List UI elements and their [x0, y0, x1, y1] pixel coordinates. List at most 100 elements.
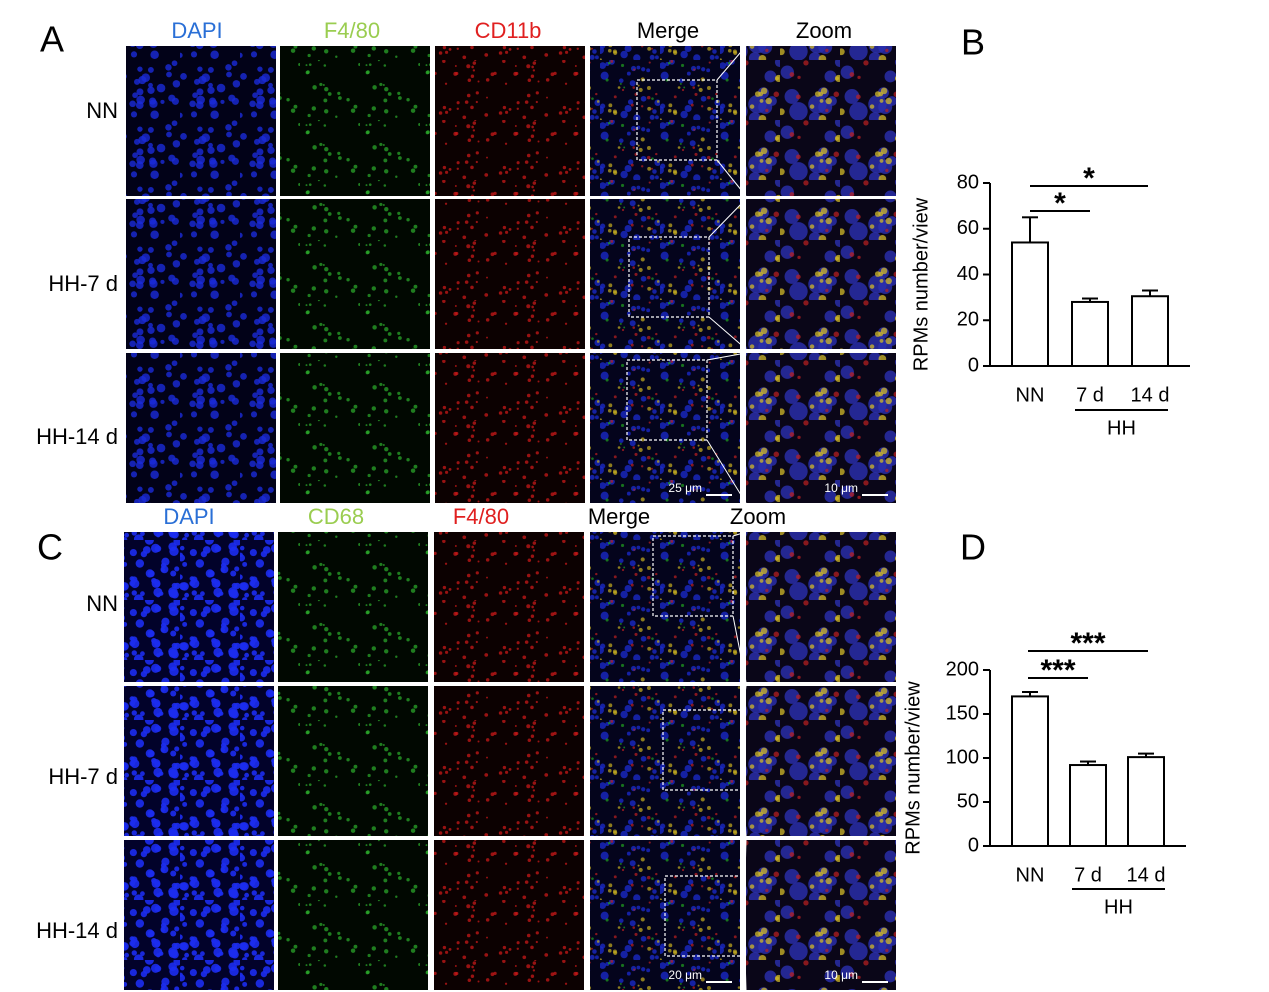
y-axis-label: RPMs number/view	[910, 197, 932, 371]
zoom-box	[626, 359, 708, 441]
panel-label: C	[37, 527, 63, 568]
zoom-line	[708, 198, 747, 238]
zoom-line	[732, 531, 747, 537]
x-tick-label: 14 d	[1127, 864, 1166, 886]
micrograph	[126, 199, 276, 349]
error-bar	[1022, 216, 1038, 243]
zoom-line	[744, 955, 747, 991]
zoom-line	[716, 45, 747, 81]
micrograph	[590, 353, 740, 503]
significance-label: *	[1054, 187, 1066, 220]
micrograph	[278, 840, 428, 990]
y-tick-label: 20	[957, 309, 979, 331]
micrograph	[280, 46, 430, 196]
micrograph	[746, 46, 896, 196]
zoom-line	[732, 615, 747, 683]
micrograph	[746, 686, 896, 836]
micrograph	[280, 353, 430, 503]
micrograph	[746, 532, 896, 682]
y-tick-label: 0	[968, 834, 979, 856]
row-label: HH-7 d	[48, 764, 118, 789]
zoom-box	[636, 79, 718, 161]
column-header: CD11b	[475, 18, 542, 43]
panel-label: A	[40, 19, 64, 60]
micrograph	[746, 353, 896, 503]
x-tick-label: NN	[1016, 384, 1045, 406]
micrograph	[435, 46, 585, 196]
zoom-line	[744, 839, 747, 877]
y-tick-label: 150	[946, 702, 979, 724]
error-bar	[1142, 289, 1158, 297]
zoom-box	[662, 709, 744, 791]
micrograph	[746, 840, 896, 990]
error-bar	[1082, 297, 1098, 302]
micrograph	[590, 46, 740, 196]
row-label: NN	[86, 98, 118, 123]
y-tick-label: 100	[946, 746, 979, 768]
scale-bar-label: 25 μm	[668, 481, 702, 495]
micrograph	[590, 532, 740, 682]
zoom-line	[708, 316, 747, 350]
column-header: F4/80	[324, 18, 380, 43]
zoom-line	[742, 789, 747, 837]
micrograph	[746, 199, 896, 349]
micrograph	[124, 840, 274, 990]
error-bar	[1080, 760, 1096, 766]
column-header: Zoom	[730, 504, 786, 529]
row-label: HH-7 d	[48, 271, 118, 296]
zoom-box	[628, 236, 710, 318]
significance-label: ***	[1070, 627, 1105, 660]
y-tick-label: 40	[957, 263, 979, 285]
significance-label: *	[1083, 162, 1095, 195]
micrograph	[278, 686, 428, 836]
error-bar	[1022, 691, 1038, 697]
column-header: Merge	[637, 18, 699, 43]
x-tick-label: 14 d	[1131, 384, 1170, 406]
micrograph	[126, 353, 276, 503]
column-header: CD68	[308, 504, 364, 529]
bar	[1069, 764, 1107, 847]
micrograph	[278, 532, 428, 682]
micrograph	[124, 532, 274, 682]
micrograph	[590, 686, 740, 836]
zoom-box	[652, 535, 734, 617]
bar	[1071, 300, 1109, 368]
row-label: NN	[86, 591, 118, 616]
y-tick-label: 60	[957, 217, 979, 239]
zoom-line	[742, 685, 747, 711]
y-tick-label: 200	[946, 658, 979, 680]
group-label: HH	[1107, 417, 1136, 439]
micrograph	[434, 686, 584, 836]
row-label: HH-14 d	[36, 918, 118, 943]
micrograph	[435, 353, 585, 503]
column-header: Zoom	[796, 18, 852, 43]
x-tick-label: 7 d	[1074, 864, 1102, 886]
error-bar	[1138, 752, 1154, 758]
zoom-line	[706, 439, 747, 504]
y-tick-label: 50	[957, 790, 979, 812]
micrograph	[434, 532, 584, 682]
y-axis-label: RPMs number/view	[902, 681, 924, 855]
bar	[1011, 241, 1049, 368]
y-tick-label: 80	[957, 171, 979, 193]
micrograph	[590, 199, 740, 349]
group-label: HH	[1104, 896, 1133, 918]
row-label: HH-14 d	[36, 424, 118, 449]
bar	[1011, 695, 1049, 848]
zoom-box	[664, 875, 746, 957]
column-header: Merge	[588, 504, 650, 529]
panel-label: B	[961, 22, 985, 63]
significance-label: ***	[1040, 654, 1075, 687]
y-tick-label: 0	[968, 354, 979, 376]
scale-bar-label: 20 μm	[668, 968, 702, 982]
bar	[1131, 295, 1169, 368]
micrograph	[435, 199, 585, 349]
scale-bar-label: 10 μm	[824, 481, 858, 495]
micrograph	[434, 840, 584, 990]
bar	[1127, 756, 1165, 847]
zoom-line	[716, 159, 747, 197]
scale-bar-label: 10 μm	[824, 968, 858, 982]
column-header: F4/80	[453, 504, 509, 529]
x-tick-label: 7 d	[1076, 384, 1104, 406]
